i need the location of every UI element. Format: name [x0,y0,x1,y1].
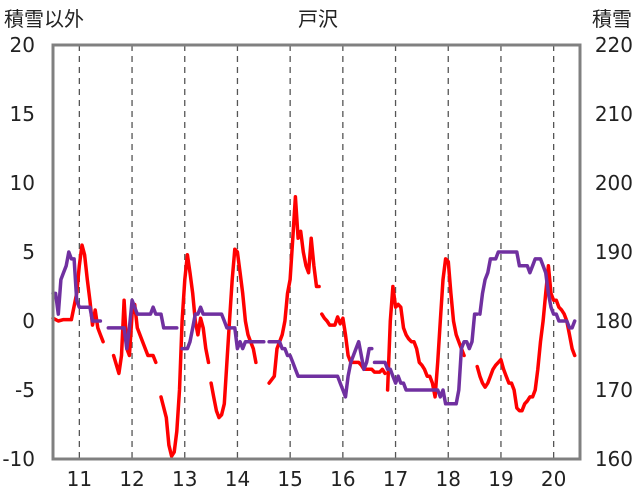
series-1-line-segment-8 [475,264,577,413]
left-axis-label: 積雪以外 [4,7,84,31]
series-2-line-segment-5 [372,312,479,406]
series-1-line-segment-7 [385,257,466,399]
x-tick-label: 19 [488,467,513,491]
x-tick-label: 14 [225,467,250,491]
y-left-tick-label: -10 [2,447,35,471]
series-2-line-segment-6 [478,250,577,330]
series-2-line-segment-2 [106,298,179,351]
x-tick-label: 11 [67,467,92,491]
y-right-tick-label: 180 [595,309,633,333]
x-tick-label: 17 [383,467,408,491]
y-right-tick-label: 220 [595,33,633,57]
y-right-tick-label: 190 [595,240,633,264]
y-left-tick-label: 0 [22,309,35,333]
series-1-line-segment-5 [267,195,321,385]
series-2-line-segment-4 [267,339,374,399]
x-tick-label: 12 [119,467,144,491]
y-right-tick-label: 160 [595,447,633,471]
series-1-line-segment-6 [320,312,387,376]
series-1-line-segment-4 [209,247,258,420]
x-tick-label: 15 [277,467,302,491]
series-2-line-segment-3 [180,305,266,351]
x-tick-label: 20 [541,467,566,491]
right-axis-label: 積雪 [592,7,632,31]
x-tick-label: 16 [330,467,355,491]
vertical-grid [78,45,555,459]
y-left-tick-label: 5 [22,240,35,264]
y-left-tick-label: 20 [10,33,35,57]
chart-title: 戸沢 [298,7,338,31]
x-tick-label: 13 [172,467,197,491]
y-left-tick-label: 15 [10,102,35,126]
series-2-line-segment-1 [51,250,103,323]
series-layer [51,195,577,458]
y-left-tick-label: 10 [10,171,35,195]
series-1-line-segment-3 [159,253,211,458]
y-right-tick-label: 210 [595,102,633,126]
x-tick-label: 18 [436,467,461,491]
y-right-tick-label: 170 [595,378,633,402]
plot-frame [51,43,582,461]
tick-labels: 11 12 13 14 15 16 17 18 19 20 -10 -5 0 5 10 15 20 160 170 1… [2,33,633,491]
y-left-tick-label: -5 [15,378,35,402]
y-right-tick-label: 200 [595,171,633,195]
